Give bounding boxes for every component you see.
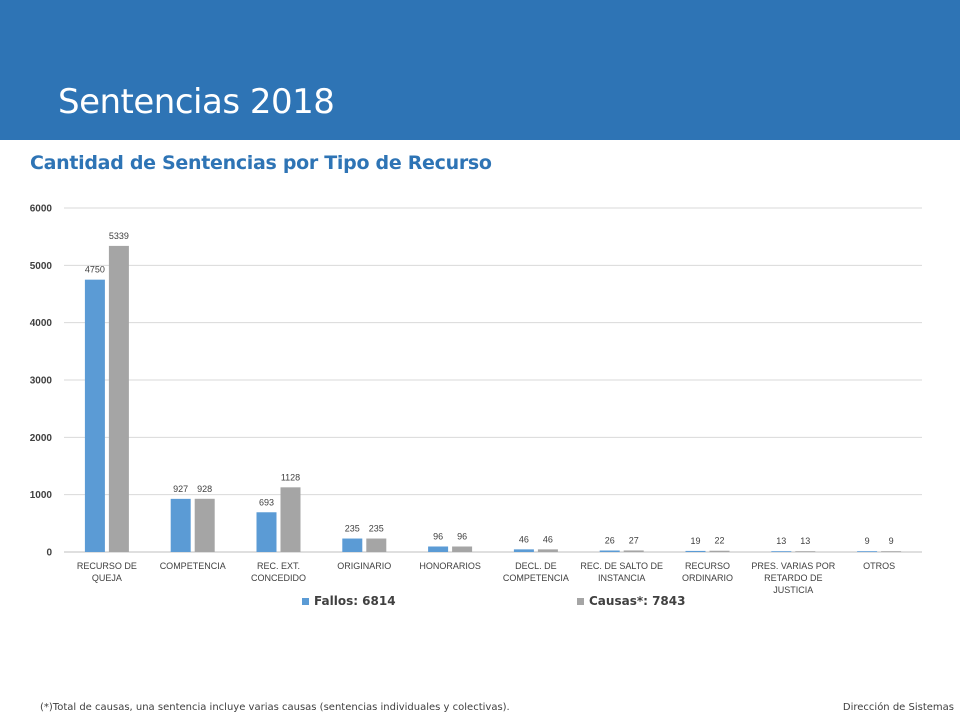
legend-item-fallos: Fallos: 6814 <box>302 594 396 608</box>
x-tick-label: QUEJA <box>92 573 122 583</box>
bar-fallos <box>84 279 105 552</box>
data-label: 96 <box>433 531 443 541</box>
legend-label-fallos: Fallos: 6814 <box>314 594 396 608</box>
header-banner: Sentencias 2018 <box>0 0 960 140</box>
chart-title: Cantidad de Sentencias por Tipo de Recur… <box>30 152 492 174</box>
data-label: 4750 <box>85 265 105 275</box>
data-label: 19 <box>690 536 700 546</box>
data-label: 13 <box>776 536 786 546</box>
data-label: 693 <box>259 497 274 507</box>
x-tick-label: OTROS <box>863 561 895 571</box>
bar-fallos <box>513 549 534 552</box>
x-tick-label: RECURSO DE <box>77 561 137 571</box>
bar-fallos <box>256 512 277 552</box>
x-tick-label: COMPETENCIA <box>503 573 569 583</box>
data-label: 1128 <box>281 472 300 482</box>
bar-causas <box>881 551 902 552</box>
legend-swatch-fallos <box>302 597 309 605</box>
data-label: 235 <box>369 524 384 534</box>
data-label: 27 <box>629 535 639 545</box>
data-label: 235 <box>345 524 360 534</box>
x-tick-label: ORIGINARIO <box>337 561 391 571</box>
legend-label-causas: Causas*: 7843 <box>589 594 686 608</box>
x-tick-label: REC. EXT. <box>257 561 300 571</box>
y-tick-label: 1000 <box>30 490 53 501</box>
y-tick-label: 4000 <box>30 318 53 329</box>
x-tick-label: RECURSO <box>685 561 730 571</box>
bar-causas <box>623 550 644 552</box>
x-tick-label: PRES. VARIAS POR <box>751 561 835 571</box>
x-tick-label: COMPETENCIA <box>160 561 226 571</box>
y-tick-label: 5000 <box>30 261 53 272</box>
x-tick-label: INSTANCIA <box>598 573 645 583</box>
data-label: 9 <box>865 536 870 546</box>
bar-causas <box>709 550 730 552</box>
x-tick-label: REC. DE SALTO DE <box>580 561 663 571</box>
data-label: 46 <box>519 534 529 544</box>
x-tick-label: JUSTICIA <box>773 585 813 595</box>
legend-item-causas: Causas*: 7843 <box>577 594 685 608</box>
data-label: 26 <box>605 536 615 546</box>
bar-fallos <box>170 498 191 552</box>
data-label: 22 <box>714 536 724 546</box>
bar-causas <box>108 245 129 552</box>
x-tick-label: ORDINARIO <box>682 573 733 583</box>
data-label: 46 <box>543 534 553 544</box>
data-label: 96 <box>457 531 467 541</box>
bar-causas <box>280 487 301 552</box>
bar-fallos <box>599 550 620 552</box>
bar-causas <box>366 538 387 552</box>
y-tick-label: 2000 <box>30 433 53 444</box>
data-label: 5339 <box>109 231 129 241</box>
footnote: (*)Total de causas, una sentencia incluy… <box>40 702 510 713</box>
bar-causas <box>537 549 558 552</box>
bar-fallos <box>857 551 878 552</box>
data-label: 9 <box>889 536 894 546</box>
legend-swatch-causas <box>577 597 584 605</box>
x-tick-label: RETARDO DE <box>764 573 822 583</box>
bar-fallos <box>771 551 792 552</box>
data-label: 13 <box>800 536 810 546</box>
bar-fallos <box>428 546 449 552</box>
y-tick-label: 3000 <box>30 376 53 387</box>
page-title: Sentencias 2018 <box>58 82 335 122</box>
data-label: 928 <box>197 484 212 494</box>
y-tick-label: 0 <box>46 548 52 559</box>
data-label: 927 <box>173 484 188 494</box>
bar-fallos <box>342 538 363 552</box>
y-tick-label: 6000 <box>30 204 53 215</box>
footer-credit: Dirección de Sistemas <box>842 702 954 713</box>
bar-causas <box>194 498 215 552</box>
x-tick-label: DECL. DE <box>515 561 557 571</box>
x-tick-label: HONORARIOS <box>419 561 481 571</box>
bar-causas <box>452 546 473 552</box>
x-tick-label: CONCEDIDO <box>251 573 306 583</box>
bar-chart: 0 1000 2000 3000 4000 5000 6000 4750 5339 RECURSO… <box>30 204 922 595</box>
bar-causas <box>795 551 816 552</box>
bar-fallos <box>685 550 706 552</box>
